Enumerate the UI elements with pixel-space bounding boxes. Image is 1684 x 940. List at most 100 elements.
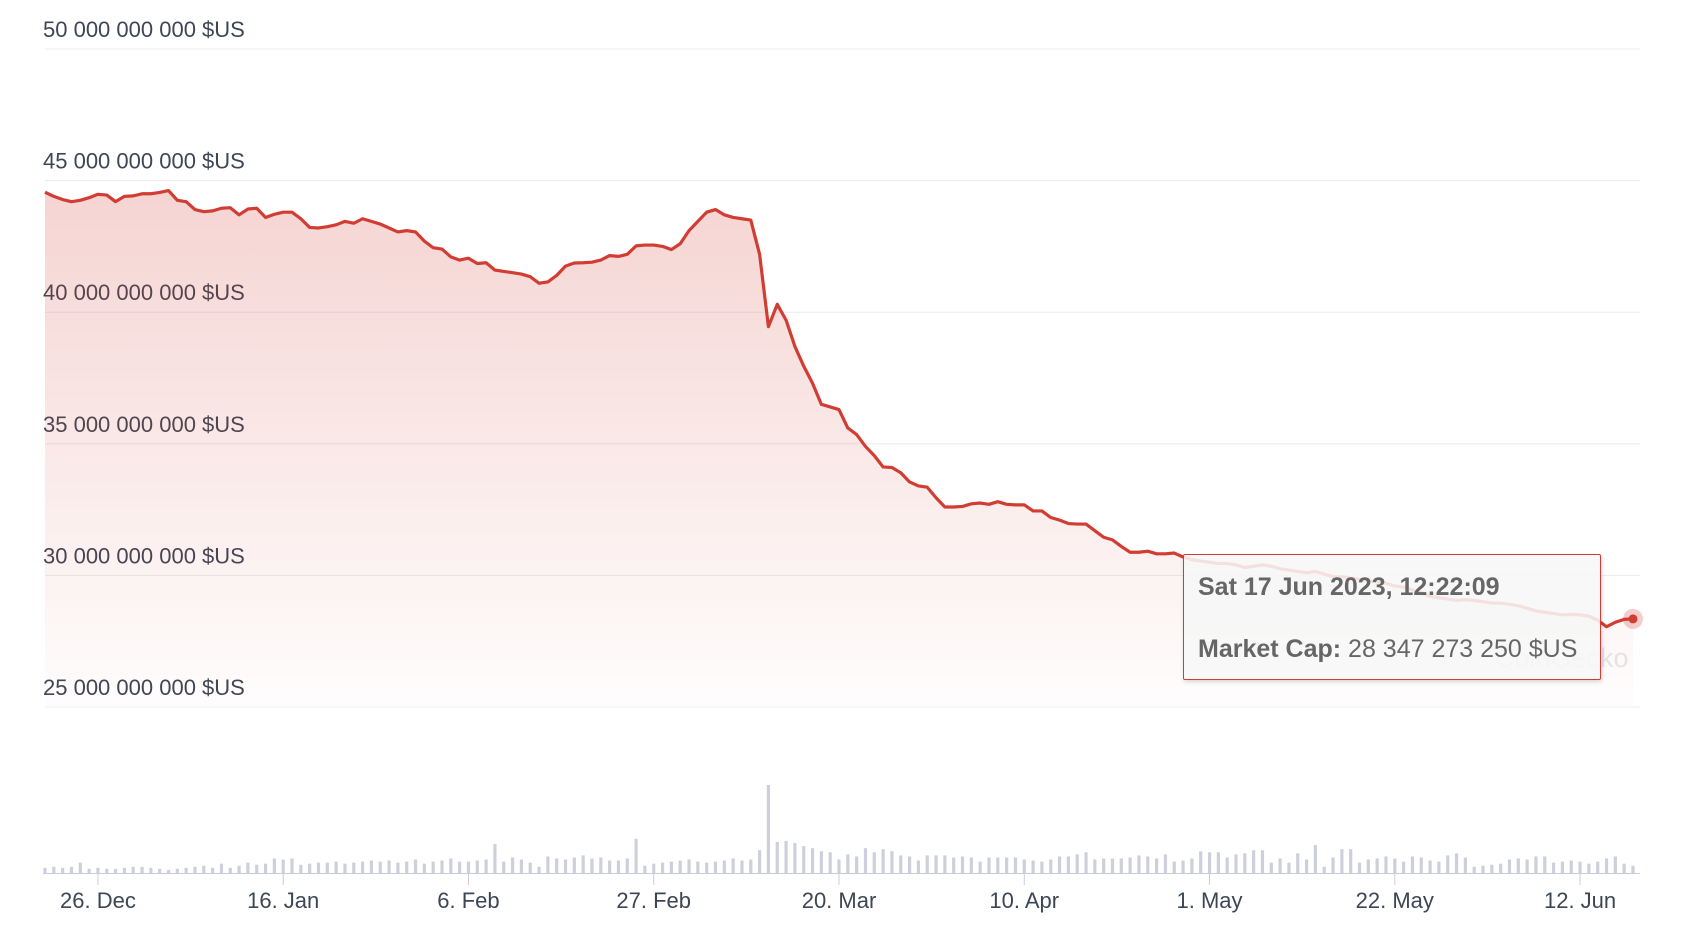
volume-bar (907, 856, 912, 873)
volume-bar (193, 866, 197, 873)
volume-bar (1207, 852, 1212, 873)
volume-bar (475, 860, 479, 873)
volume-bar (113, 868, 118, 873)
volume-bar (925, 855, 929, 873)
volume-bar (1534, 856, 1538, 873)
y-tick-label: 45 000 000 000 $US (43, 149, 245, 174)
volume-bar (996, 857, 1000, 873)
volume-bar (784, 840, 788, 873)
volume-bar (1349, 849, 1353, 873)
volume-bar (1340, 849, 1344, 873)
volume-bar (1499, 863, 1503, 873)
volume-bar (1234, 854, 1238, 873)
volume-bar (1093, 859, 1097, 873)
volume-bar (1622, 863, 1626, 873)
volume-bar (202, 865, 206, 873)
x-tick-label: 20. Mar (802, 888, 877, 913)
volume-bar (669, 861, 673, 873)
x-tick-label: 16. Jan (247, 888, 319, 913)
volume-bar (458, 861, 462, 873)
volume-bar (1454, 853, 1459, 873)
volume-bar (555, 858, 559, 873)
volume-bar (1596, 861, 1600, 873)
volume-bar (660, 862, 665, 873)
volume-bar (1269, 862, 1273, 873)
volume-bar (1437, 861, 1441, 873)
y-tick-label: 50 000 000 000 $US (43, 17, 245, 42)
volume-bar (1313, 845, 1317, 873)
volume-bar (69, 866, 74, 873)
tooltip: Sat 17 Jun 2023, 12:22:09 Market Cap: 28… (1183, 554, 1601, 680)
volume-bar (722, 860, 726, 873)
volume-bar (1331, 857, 1335, 873)
volume-bar (590, 858, 594, 873)
volume-bar (960, 856, 965, 873)
volume-bar (1375, 858, 1379, 873)
volume-bar (1569, 860, 1573, 873)
volume-bar (1304, 859, 1309, 873)
volume-bar (934, 855, 938, 873)
volume-bar (281, 859, 285, 873)
volume-bar (563, 859, 568, 873)
volume-bar (1243, 853, 1247, 873)
volume-bar (1613, 856, 1617, 873)
volume-bar (643, 865, 647, 873)
volume-bar (1181, 860, 1185, 873)
volume-bar (1119, 858, 1123, 873)
volume-bar (1110, 858, 1115, 873)
volume-bar (572, 857, 576, 873)
volume-bar (431, 861, 435, 873)
volume-bar (396, 862, 400, 873)
volume-bar (484, 859, 488, 873)
volume-bar (581, 855, 585, 873)
volume-bar (387, 860, 391, 873)
tooltip-title: Sat 17 Jun 2023, 12:22:09 (1198, 573, 1500, 601)
volume-bar (1066, 856, 1070, 873)
volume-bar (228, 867, 232, 873)
volume-bar (343, 863, 347, 873)
volume-bar (713, 861, 718, 873)
volume-bar (528, 862, 532, 873)
volume-bar (899, 855, 903, 873)
volume-bar (881, 849, 885, 873)
volume-bar (1128, 857, 1132, 873)
volume-bar (1190, 858, 1194, 873)
volume-bar (634, 838, 638, 873)
volume-bar (299, 864, 303, 873)
volume-bar (1075, 854, 1079, 873)
volume-bar (758, 850, 762, 873)
volume-bar (1402, 861, 1406, 873)
volume-bar (1252, 850, 1256, 873)
x-tick-label: 1. May (1177, 888, 1243, 913)
volume-bar (166, 869, 171, 873)
volume-bar (316, 862, 321, 873)
volume-bar (943, 855, 947, 873)
volume-bar (1040, 861, 1044, 873)
volume-bar (969, 857, 973, 873)
volume-bar (246, 862, 250, 873)
volume-bar (263, 863, 268, 873)
volume-bar (652, 863, 656, 873)
volume-bar (149, 867, 153, 873)
volume-bar (211, 867, 215, 873)
volume-bar (537, 866, 541, 873)
volume-bar (519, 859, 523, 873)
volume-bar (749, 859, 753, 873)
x-tick-label: 22. May (1356, 888, 1434, 913)
volume-bar (1463, 857, 1467, 873)
volume-bar (1322, 866, 1326, 873)
volume-bar (352, 862, 356, 873)
x-tick-label: 10. Apr (989, 888, 1059, 913)
volume-bar (510, 857, 515, 873)
volume-bar (1031, 860, 1035, 873)
volume-bar (61, 867, 65, 873)
volume-bar (122, 867, 126, 873)
volume-bar (1481, 865, 1485, 873)
volume-bar (1022, 859, 1026, 873)
volume-bar (687, 859, 691, 873)
volume-bar (1225, 857, 1229, 873)
volume-bar (255, 864, 259, 873)
volume-bar (705, 862, 709, 873)
volume-bar (1516, 858, 1520, 873)
